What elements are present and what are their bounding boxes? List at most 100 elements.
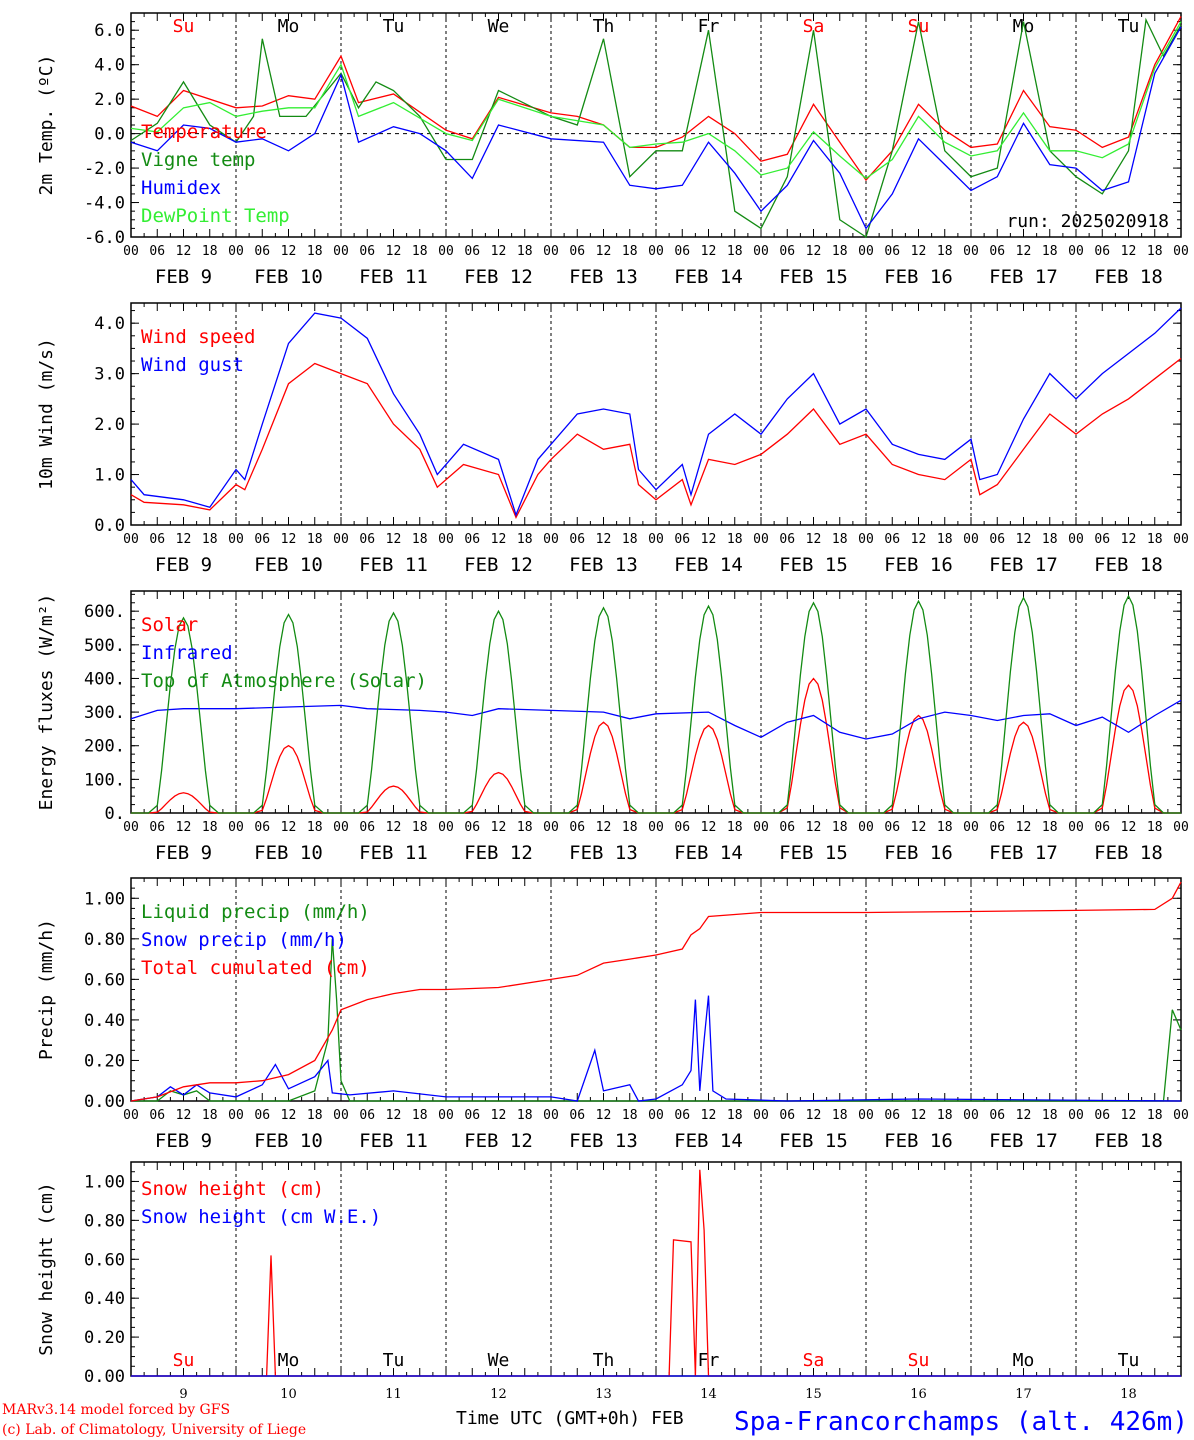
y-tick-label: 3.0 <box>94 365 125 385</box>
x-hour-label: 00 <box>543 820 559 835</box>
x-hour-label: 00 <box>753 1108 769 1123</box>
x-hour-label: 06 <box>254 532 270 547</box>
legend-entry: Snow precip (mm/h) <box>141 929 347 951</box>
x-date-label: FEB 18 <box>1094 554 1163 576</box>
y-tick-label: 300. <box>84 703 125 723</box>
panel-energy: 0. 100. 200. 300. 400. 500. 600. Energy fluxes … <box>36 590 1189 864</box>
x-hour-label: 06 <box>1094 532 1110 547</box>
x-hour-label: 06 <box>779 244 795 259</box>
x-hour-label: 00 <box>753 244 769 259</box>
x-hour-label: 00 <box>228 244 244 259</box>
x-hour-label: 06 <box>464 1108 480 1123</box>
weekday-label: Mo <box>278 1350 300 1371</box>
y-axis: 0.0 1.0 2.0 3.0 4.0 <box>94 310 1181 536</box>
series-group <box>130 307 1182 519</box>
y-axis: -6.0 -4.0 -2.0 0.0 2.0 4.0 6.0 <box>84 12 1181 248</box>
x-hour-label: 00 <box>1068 244 1084 259</box>
x-hour-label: 18 <box>202 244 218 259</box>
legend-entry: Humidex <box>141 177 221 199</box>
x-hour-label: 00 <box>858 820 874 835</box>
x-hour-label: 12 <box>806 1108 822 1123</box>
x-date-label: FEB 9 <box>155 842 212 864</box>
x-hour-label: 12 <box>911 1108 927 1123</box>
x-hour-label: 18 <box>832 1108 848 1123</box>
station-name: Spa-Francorchamps (alt. 426m) <box>734 1407 1188 1437</box>
x-hour-label: 12 <box>386 1108 402 1123</box>
y-tick-label: 0.20 <box>84 1051 125 1071</box>
y-tick-label: 0.60 <box>84 1250 125 1270</box>
x-date-label: FEB 9 <box>155 554 212 576</box>
x-date-label: FEB 10 <box>254 554 323 576</box>
x-hour-label: 18 <box>937 1108 953 1123</box>
x-hour-label: 00 <box>1173 820 1189 835</box>
x-hour-label: 00 <box>1173 1108 1189 1123</box>
legend: Solar Infrared Top of Atmosphere (Solar) <box>141 614 427 692</box>
x-hour-label: 00 <box>648 1108 664 1123</box>
y-tick-label: -6.0 <box>84 228 125 248</box>
x-date-label: FEB 14 <box>674 266 743 288</box>
x-hour-label: 12 <box>1016 820 1032 835</box>
x-hour-label: 12 <box>701 820 717 835</box>
series-line-humidex <box>130 26 1182 230</box>
x-hour-label: 06 <box>254 820 270 835</box>
series-line-solar <box>131 677 1181 814</box>
y-tick-label: 0.0 <box>94 125 125 145</box>
x-hour-label: 12 <box>911 244 927 259</box>
x-hour-label: 12 <box>911 820 927 835</box>
x-hour-label: 06 <box>149 820 165 835</box>
y-tick-label: 6.0 <box>94 21 125 41</box>
series-group <box>130 881 1182 1102</box>
x-hour-label: 06 <box>359 1108 375 1123</box>
x-hour-label: 12 <box>1016 532 1032 547</box>
x-hour-label: 00 <box>543 1108 559 1123</box>
x-hour-label: 12 <box>281 1108 297 1123</box>
x-hour-label: 18 <box>412 532 428 547</box>
legend-entry: Liquid precip (mm/h) <box>141 901 370 923</box>
series-line-top-of-atmosphere-solar- <box>131 594 1181 814</box>
y-tick-label: 1.00 <box>84 1172 125 1192</box>
legend-entry: Snow height (cm W.E.) <box>141 1206 381 1228</box>
x-hour-label: 00 <box>543 244 559 259</box>
x-hour-label: 00 <box>963 1108 979 1123</box>
x-hour-label: 18 <box>307 244 323 259</box>
x-hour-label: 06 <box>254 244 270 259</box>
x-hour-label: 06 <box>779 1108 795 1123</box>
series-group <box>130 594 1182 814</box>
y-tick-label: 0.20 <box>84 1328 125 1348</box>
x-hour-label: 06 <box>674 532 690 547</box>
day-number-label: 12 <box>490 1387 507 1402</box>
x-hour-label: 00 <box>438 1108 454 1123</box>
x-hour-label: 18 <box>517 820 533 835</box>
legend-entry: Solar <box>141 614 198 636</box>
x-hour-label: 18 <box>622 532 638 547</box>
weekday-label: We <box>488 16 510 37</box>
x-hour-label: 06 <box>674 244 690 259</box>
x-hour-label: 00 <box>963 244 979 259</box>
x-hour-label: 18 <box>1147 1108 1163 1123</box>
x-hour-label: 00 <box>333 1108 349 1123</box>
series-line-snow-height-cm- <box>131 1169 1181 1377</box>
x-hour-label: 00 <box>753 820 769 835</box>
x-hour-label: 18 <box>1147 820 1163 835</box>
x-hour-label: 00 <box>648 532 664 547</box>
x-hour-label: 00 <box>858 1108 874 1123</box>
series-group <box>131 1169 1181 1377</box>
x-hour-label: 06 <box>569 244 585 259</box>
x-hour-label: 12 <box>1016 244 1032 259</box>
x-hour-label: 06 <box>464 244 480 259</box>
legend-entry: Top of Atmosphere (Solar) <box>141 670 427 692</box>
y-tick-label: 0.80 <box>84 930 125 950</box>
x-date-label: FEB 15 <box>779 266 848 288</box>
weekday-label: Th <box>593 1350 615 1371</box>
legend-entry: Total cumulated (cm) <box>141 957 370 979</box>
x-hour-label: 12 <box>1121 1108 1137 1123</box>
x-hour-label: 18 <box>1042 1108 1058 1123</box>
y-tick-label: 200. <box>84 737 125 757</box>
day-number-label: 10 <box>280 1387 297 1402</box>
x-hour-label: 00 <box>1068 1108 1084 1123</box>
y-tick-label: -2.0 <box>84 159 125 179</box>
x-hour-label: 18 <box>202 1108 218 1123</box>
x-date-label: FEB 15 <box>779 842 848 864</box>
weekday-label: Tu <box>1118 16 1140 37</box>
x-hour-label: 18 <box>832 820 848 835</box>
